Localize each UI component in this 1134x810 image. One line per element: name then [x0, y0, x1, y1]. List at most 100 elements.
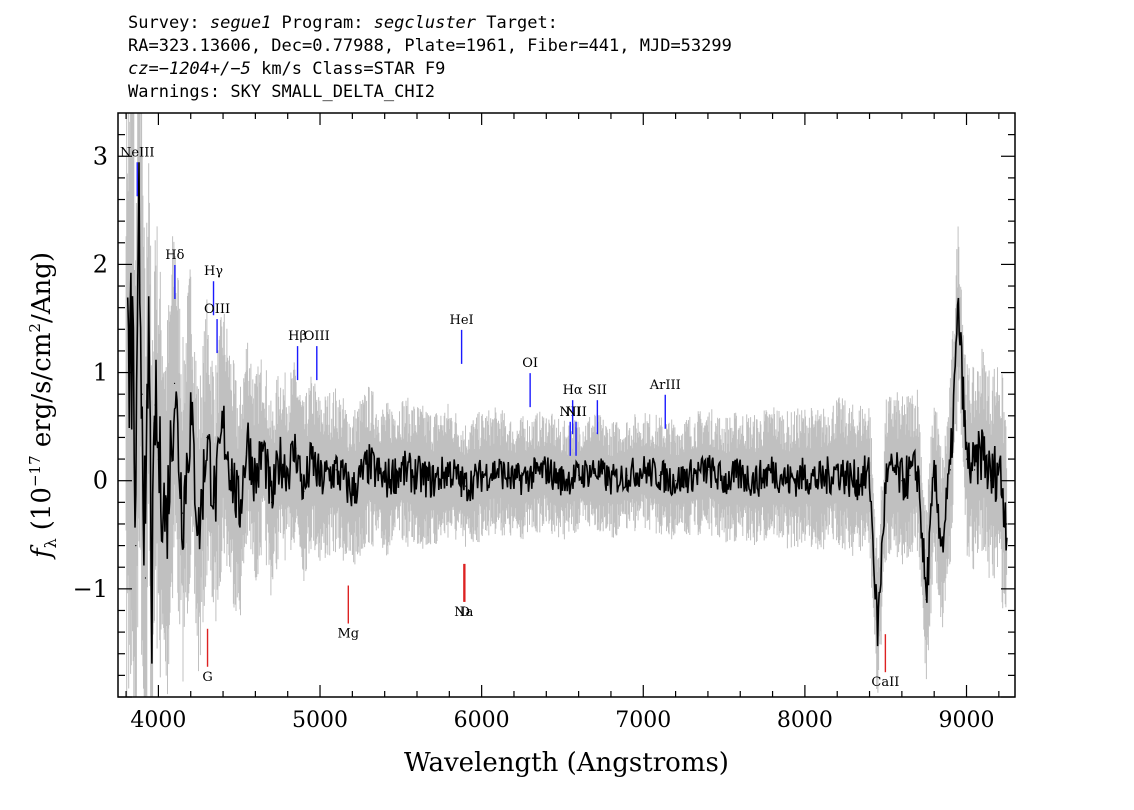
flux-point — [303, 490, 305, 493]
flux-point — [335, 469, 337, 471]
x-tick-label: 7000 — [615, 708, 671, 733]
flux-point — [270, 501, 273, 503]
flux-point — [909, 474, 911, 476]
flux-point — [901, 480, 903, 482]
flux-point — [674, 480, 677, 482]
flux-point — [658, 474, 661, 476]
flux-point — [154, 404, 156, 406]
flux-point — [529, 474, 531, 476]
flux-point — [868, 474, 871, 476]
emission-line-label: OIII — [204, 302, 230, 317]
flux-point — [755, 480, 758, 482]
y-tick-label: 3 — [93, 142, 108, 170]
flux-point — [982, 447, 984, 449]
flux-point — [131, 339, 134, 341]
flux-point — [416, 474, 418, 476]
program-value: segcluster — [373, 13, 477, 33]
header-line-2: RA=323.13606, Dec=0.77988, Plate=1961, F… — [128, 36, 732, 56]
flux-point — [965, 458, 968, 460]
flux-point — [367, 463, 370, 466]
flux-point — [933, 474, 935, 476]
flux-point — [214, 501, 216, 503]
x-tick-label: 4000 — [130, 708, 186, 733]
flux-point — [135, 544, 137, 547]
flux-point — [788, 480, 790, 482]
header-warnings: Warnings: SKY SMALL_DELTA_CHI2 — [128, 82, 436, 102]
x-tick-label: 5000 — [292, 708, 348, 733]
flux-point — [642, 469, 644, 471]
ticks-layer: 4000 5000 6000 7000 8000 9000 3 2 1 0 −1 — [73, 113, 1015, 733]
cz-rest: km/s Class=STAR F9 — [250, 59, 446, 79]
flux-point — [190, 415, 192, 417]
target-label: Target: — [476, 13, 558, 33]
survey-label: Survey: — [128, 13, 210, 33]
emission-line-label: NeIII — [120, 145, 154, 160]
flux-point — [723, 480, 725, 482]
y-tick-label: 1 — [93, 359, 108, 387]
flux-point — [949, 469, 951, 471]
emission-line-label: NII — [559, 405, 581, 420]
x-tick-label: 9000 — [939, 708, 995, 733]
flux-point — [138, 231, 140, 233]
flux-point — [319, 480, 321, 482]
x-axis-label: Wavelength (Angstroms) — [404, 748, 729, 778]
flux-point — [222, 426, 224, 428]
flux-series — [126, 162, 1008, 664]
flux-point — [998, 463, 1000, 466]
flux-point — [578, 474, 580, 476]
flux-point — [262, 447, 265, 449]
emission-line-label: Hγ — [204, 264, 223, 279]
flux-point — [626, 474, 628, 476]
flux-point — [610, 480, 612, 482]
flux-point — [561, 480, 564, 482]
flux-point — [128, 382, 130, 384]
flux-point — [295, 447, 297, 449]
flux-point — [238, 512, 240, 514]
flux-point — [852, 480, 854, 482]
flux-point — [206, 436, 208, 439]
flux-point — [351, 490, 353, 493]
flux-point — [384, 480, 386, 482]
emission-line-label: OI — [522, 356, 538, 371]
emission-line-label: NII — [565, 405, 587, 420]
flux-point — [941, 544, 943, 547]
flux-point — [545, 469, 547, 471]
flux-point — [990, 480, 992, 482]
cz-label: cz= — [128, 59, 159, 79]
header-line-3: cz=−1204+/−5 km/s Class=STAR F9 — [128, 58, 732, 81]
emission-line-label: ArIII — [649, 378, 681, 393]
flux-point — [400, 469, 402, 471]
flux-point — [151, 609, 153, 612]
y-tick-label: 2 — [93, 250, 108, 278]
emission-line-label: SII — [588, 383, 607, 398]
flux-point — [311, 458, 313, 460]
absorption-line-label: G — [202, 670, 212, 685]
flux-point — [254, 480, 256, 482]
flux-point — [198, 534, 200, 536]
y-axis-pre: (10 — [27, 487, 57, 530]
flux-point — [432, 480, 434, 482]
flux-point — [917, 469, 919, 471]
x-tick-label: 6000 — [454, 708, 510, 733]
emission-line-label: HeI — [450, 313, 474, 328]
flux-point — [148, 317, 150, 320]
y-tick-label: 0 — [93, 467, 108, 495]
flux-point — [893, 469, 895, 471]
flux-point — [885, 480, 887, 482]
flux-layer — [126, 162, 1008, 664]
emission-line-label: Hβ — [288, 329, 307, 344]
flux-point — [877, 631, 879, 633]
plot-frame — [117, 112, 1016, 698]
absorption-line-label: D — [460, 605, 470, 620]
flux-point — [836, 469, 838, 471]
program-label: Program: — [271, 13, 374, 33]
y-axis-mid: erg/s/cm — [27, 333, 57, 456]
flux-point — [925, 599, 927, 601]
flux-point — [1006, 523, 1008, 525]
cz-value: −1204+/−5 — [158, 59, 251, 79]
flux-point — [144, 577, 147, 579]
flux-point — [230, 469, 232, 471]
y-axis-exponent-2: 2 — [26, 323, 44, 333]
flux-point — [279, 458, 281, 460]
